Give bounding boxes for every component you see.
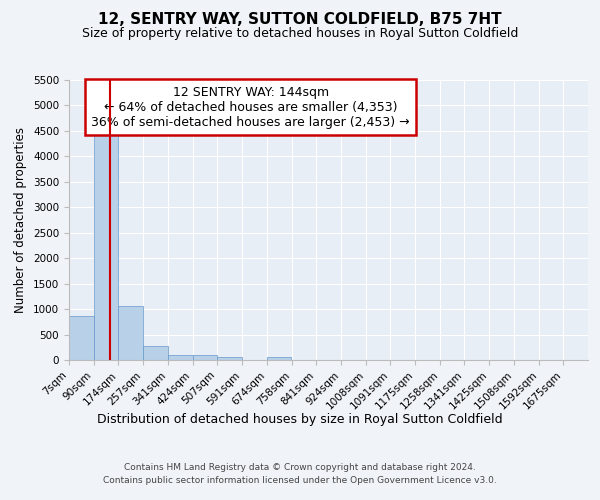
Bar xyxy=(69,316,94,360)
Text: Distribution of detached houses by size in Royal Sutton Coldfield: Distribution of detached houses by size … xyxy=(97,412,503,426)
Text: Contains public sector information licensed under the Open Government Licence v3: Contains public sector information licen… xyxy=(103,476,497,485)
Bar xyxy=(193,356,217,360)
Bar xyxy=(118,306,143,360)
Bar xyxy=(94,128,118,360)
Text: Size of property relative to detached houses in Royal Sutton Coldfield: Size of property relative to detached ho… xyxy=(82,28,518,40)
Text: 12 SENTRY WAY: 144sqm
← 64% of detached houses are smaller (4,353)
36% of semi-d: 12 SENTRY WAY: 144sqm ← 64% of detached … xyxy=(91,86,410,128)
Bar xyxy=(217,357,242,360)
Text: Contains HM Land Registry data © Crown copyright and database right 2024.: Contains HM Land Registry data © Crown c… xyxy=(124,462,476,471)
Bar xyxy=(143,346,168,360)
Text: 12, SENTRY WAY, SUTTON COLDFIELD, B75 7HT: 12, SENTRY WAY, SUTTON COLDFIELD, B75 7H… xyxy=(98,12,502,28)
Bar xyxy=(168,355,193,360)
Y-axis label: Number of detached properties: Number of detached properties xyxy=(14,127,28,313)
Bar xyxy=(267,358,292,360)
